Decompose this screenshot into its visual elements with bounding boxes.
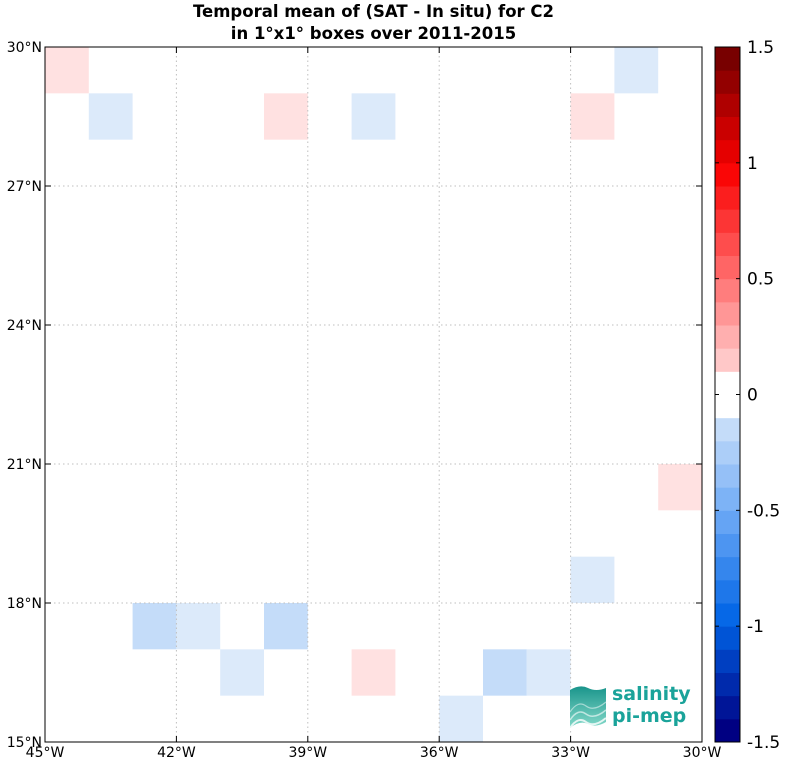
colorbar-bin-2 — [715, 672, 740, 697]
data-cell-2 — [264, 93, 308, 140]
logo-text-salinity: salinity — [612, 683, 691, 705]
x-tick-label-1: 42°W — [157, 745, 196, 761]
salinity-pi-mep-logo: salinity pi-mep — [566, 682, 696, 734]
colorbar-bin-12 — [715, 440, 740, 465]
colorbar-bin-3 — [715, 649, 740, 673]
colorbar-bin-10 — [715, 487, 740, 511]
data-cell-14 — [526, 649, 571, 696]
data-cell-7 — [570, 556, 615, 603]
colorbar-bin-9 — [715, 510, 740, 534]
chart-title: Temporal mean of (SAT - In situ) for C2 … — [45, 1, 702, 45]
cells-layer — [45, 47, 702, 742]
data-cell-8 — [132, 603, 177, 650]
data-cell-0 — [45, 47, 89, 94]
colorbar-bin-14 — [715, 394, 740, 419]
x-tick-label-0: 45°W — [26, 745, 65, 761]
chart-title-line-2: in 1°x1° boxes over 2011-2015 — [230, 24, 517, 43]
colorbar-bin-1 — [715, 695, 740, 720]
colorbar-bin-21 — [715, 232, 740, 256]
colorbar-bin-0 — [715, 718, 740, 743]
data-cell-9 — [176, 603, 221, 650]
x-tick-label-4: 33°W — [551, 745, 590, 761]
colorbar-bin-28 — [715, 70, 740, 94]
y-tick-label-1: 27°N — [7, 179, 42, 195]
colorbar-tick-label-1: 1 — [747, 154, 758, 174]
colorbar-bin-5 — [715, 603, 740, 627]
x-tick-label-5: 30°W — [683, 745, 722, 761]
data-cell-1 — [88, 93, 133, 140]
colorbar-bin-27 — [715, 93, 740, 117]
colorbar-bin-15 — [715, 371, 740, 395]
colorbar-bin-8 — [715, 533, 740, 558]
colorbar-tick-label-6: -1.5 — [747, 733, 780, 753]
colorbar-bin-18 — [715, 301, 740, 326]
logo-text-pi-mep: pi-mep — [612, 705, 687, 727]
colorbar-bin-17 — [715, 325, 740, 349]
colorbar-bin-23 — [715, 186, 740, 210]
colorbar-tick-label-2: 0.5 — [747, 270, 774, 290]
colorbar-ticks: 1.5 1 0.5 0 -0.5 -1 -1.5 — [715, 38, 780, 753]
colorbar-bin-26 — [715, 116, 740, 141]
grid-layer — [45, 47, 702, 742]
ticks-layer: 45°W 42°W 39°W 36°W 33°W 30°W 30°N 27°N 24°N 21°N… — [7, 40, 722, 761]
data-cell-5 — [614, 47, 659, 94]
data-cell-6 — [658, 464, 702, 511]
x-tick-label-2: 39°W — [288, 745, 327, 761]
colorbar-bin-16 — [715, 348, 740, 372]
data-cell-3 — [351, 93, 396, 140]
colorbar-bin-11 — [715, 464, 740, 488]
colorbar-tick-label-5: -1 — [747, 617, 764, 637]
x-tick-label-3: 36°W — [420, 745, 459, 761]
colorbar-bin-19 — [715, 278, 740, 303]
data-cell-15 — [439, 695, 483, 742]
y-tick-label-0: 30°N — [7, 40, 42, 56]
y-tick-label-4: 18°N — [7, 596, 42, 612]
colorbar-bin-20 — [715, 255, 740, 280]
colorbar-bin-25 — [715, 139, 740, 164]
colorbar-swatches — [715, 47, 740, 743]
data-cell-13 — [483, 649, 527, 696]
data-cell-10 — [264, 603, 308, 650]
plot-frame — [44, 46, 703, 743]
colorbar-bin-22 — [715, 209, 740, 233]
chart-title-line-1: Temporal mean of (SAT - In situ) for C2 — [192, 2, 555, 21]
colorbar-tick-label-0: 1.5 — [747, 38, 774, 58]
colorbar-tick-label-4: -0.5 — [747, 501, 780, 521]
data-cell-11 — [220, 649, 264, 696]
colorbar-bin-6 — [715, 579, 740, 604]
colorbar-bin-7 — [715, 556, 740, 581]
colorbar-bin-24 — [715, 162, 740, 187]
y-tick-label-3: 21°N — [7, 457, 42, 473]
colorbar-tick-label-3: 0 — [747, 386, 758, 406]
colorbar-bin-4 — [715, 626, 740, 650]
y-tick-label-2: 24°N — [7, 318, 42, 334]
colorbar-bin-13 — [715, 417, 740, 442]
y-tick-label-5: 15°N — [7, 735, 42, 751]
colorbar-bin-29 — [715, 47, 740, 71]
wave-logo-icon — [569, 686, 607, 729]
data-cell-12 — [351, 649, 396, 696]
data-cell-4 — [570, 93, 615, 140]
